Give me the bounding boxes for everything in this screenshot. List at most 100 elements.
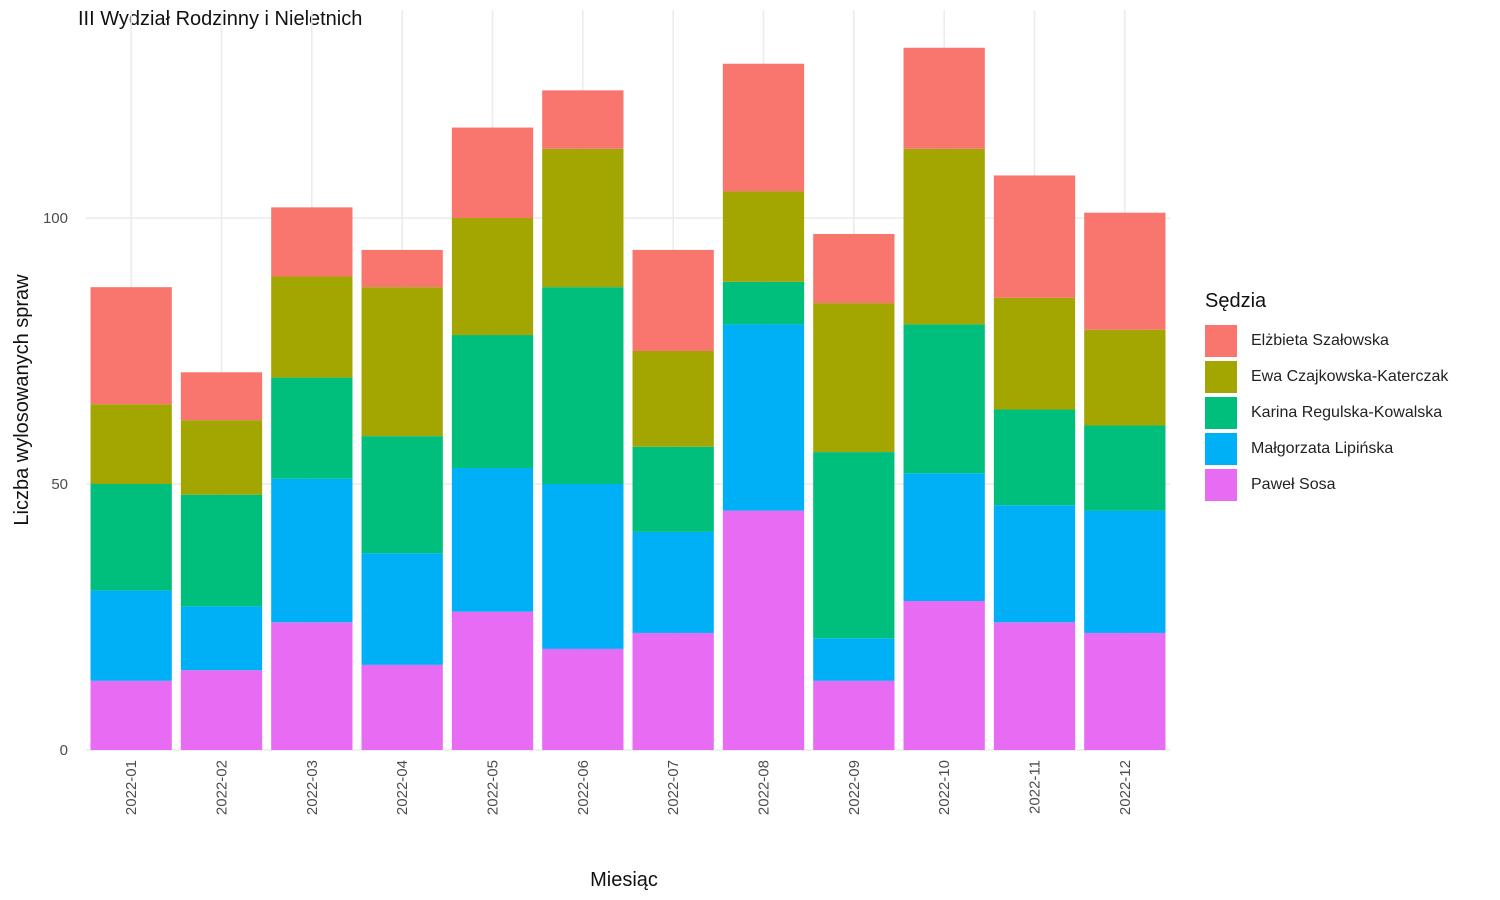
x-tick-label: 2022-02 [214,760,231,815]
legend-item: Małgorzata Lipińska [1205,431,1448,467]
bar-segment [451,611,534,750]
y-tick-label: 0 [60,742,68,759]
x-tick-label: 2022-07 [665,760,682,815]
bar-segment [361,664,443,750]
legend-item: Paweł Sosa [1205,467,1448,503]
bar-segment [451,218,534,336]
bar-segment [1084,212,1166,330]
bar-segment [542,90,624,149]
y-tick-labels: 0 50 100 [43,210,68,759]
bar-segment [813,303,895,453]
bar-segment [542,287,624,484]
bar-segment [1084,632,1166,750]
legend-label: Elżbieta Szałowska [1251,332,1389,349]
bar-segment [180,670,263,750]
legend-color-key [1205,325,1237,357]
bar-segment [271,276,353,378]
chart-title: III Wydział Rodzinny i Nieletnich [78,8,363,30]
bar-segment [90,590,172,681]
x-tick-label: 2022-11 [1027,760,1044,814]
bar-segment [90,680,172,750]
bar-segment [632,249,714,351]
bar-segment [813,680,895,750]
legend-item: Ewa Czajkowska-Katerczak [1205,359,1448,395]
legend-item: Elżbieta Szałowska [1205,323,1448,359]
bar-segment [542,148,624,288]
bar-segment [993,409,1076,506]
legend-color-key [1205,469,1237,501]
bar-segment [722,324,805,511]
bar-segment [90,404,172,484]
bar-segment [813,233,895,304]
bar-segment [903,47,985,149]
x-tick-label: 2022-09 [846,760,863,815]
bar-segment [903,148,985,325]
legend-item: Karina Regulska-Kowalska [1205,395,1448,431]
x-tick-label: 2022-01 [123,760,140,815]
bar-segment [632,531,714,633]
bar-segment [722,510,805,750]
bar-segment [993,622,1076,750]
bar-segment [180,494,263,607]
bar-segment [451,127,534,218]
bar-segment [722,63,805,192]
x-tick-label: 2022-10 [936,760,953,815]
x-axis-label: Miesiąc [590,869,658,891]
bar-segment [903,324,985,474]
bar-segment [542,648,624,750]
legend-color-key [1205,433,1237,465]
bar-segment [1084,329,1166,426]
bar-segment [180,372,263,421]
x-tick-label: 2022-03 [304,760,321,815]
bar-segment [1084,510,1166,633]
legend-label: Ewa Czajkowska-Katerczak [1251,368,1449,385]
bar-segment [90,287,172,405]
bar-segment [271,207,353,277]
bar-segment [180,420,263,495]
bar-segment [993,297,1076,410]
x-tick-labels: 2022-01 2022-02 2022-03 2022-04 2022-05 2022-… [123,760,1134,815]
bar-segment [813,452,895,639]
bar-segment [993,505,1076,623]
bar-segment [903,601,985,750]
bar-segment [542,484,624,649]
bar-segment [722,281,805,325]
legend-label: Karina Regulska-Kowalska [1251,404,1443,421]
y-tick-label: 100 [43,210,68,227]
legend-label: Paweł Sosa [1251,476,1336,493]
bar-segment [361,436,443,554]
x-tick-label: 2022-04 [394,760,411,815]
bar-segment [271,377,353,479]
bar-segment [361,249,443,288]
legend: Sędzia Elżbieta Szałowska Ewa Czajkowska-… [1205,290,1448,503]
legend-color-key [1205,361,1237,393]
bar-segment [993,175,1076,298]
bar-segment [361,287,443,437]
bar-segment [451,335,534,469]
bar-segment [451,468,534,612]
bar-segment [632,446,714,532]
y-tick-label: 50 [51,476,68,493]
bar-segment [813,638,895,681]
y-axis-label: Liczba wylosowanych spraw [11,274,33,526]
x-tick-label: 2022-08 [756,760,773,815]
bar-segment [90,484,172,591]
bar-segment [1084,425,1166,511]
x-tick-label: 2022-06 [575,760,592,815]
legend-title: Sędzia [1205,290,1267,312]
bar-segment [180,606,263,671]
legend-color-key [1205,397,1237,429]
bar-segment [361,553,443,665]
bar-segment [632,351,714,447]
bar-segment [632,632,714,750]
bar-segment [903,473,985,602]
x-tick-label: 2022-05 [485,760,502,815]
bar-segment [722,191,805,282]
legend-label: Małgorzata Lipińska [1251,440,1394,457]
bar-segment [271,478,353,623]
x-tick-label: 2022-12 [1117,760,1134,815]
bar-segment [271,622,353,750]
bars [90,47,1166,750]
legend-items: Elżbieta Szałowska Ewa Czajkowska-Katercz… [1205,323,1448,503]
